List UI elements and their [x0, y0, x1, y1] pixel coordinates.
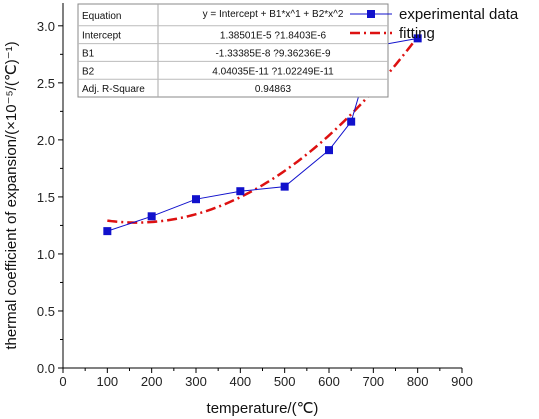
experimental-point [281, 183, 289, 191]
stats-table-key: Equation [82, 11, 121, 22]
legend-fit-label: fitting [399, 25, 435, 42]
experimental-point [325, 146, 333, 154]
y-tick-label: 0.5 [37, 304, 55, 319]
y-tick-label: 2.5 [37, 76, 55, 91]
experimental-point [347, 118, 355, 126]
x-tick-label: 800 [407, 374, 429, 389]
stats-table-key: B2 [82, 66, 95, 77]
experimental-point [148, 212, 156, 220]
y-axis-ticks: 0.0 0.5 1.0 1.5 2.0 2.5 3.0 [37, 19, 63, 376]
legend-exp-label: experimental data [399, 6, 519, 23]
stats-table-key: Intercept [82, 31, 121, 42]
stats-table-key: Adj. R-Square [82, 84, 145, 95]
y-tick-label: 0.0 [37, 361, 55, 376]
x-tick-label: 200 [141, 374, 163, 389]
stats-table: Equation y = Intercept + B1*x^1 + B2*x^2 I… [78, 4, 388, 97]
x-tick-label: 600 [318, 374, 340, 389]
y-tick-label: 2.0 [37, 133, 55, 148]
x-tick-label: 500 [274, 374, 296, 389]
x-tick-label: 0 [59, 374, 66, 389]
stats-table-key: B1 [82, 49, 95, 60]
x-tick-label: 300 [185, 374, 207, 389]
experimental-point [192, 195, 200, 203]
stats-table-value: 0.94863 [255, 84, 292, 95]
x-tick-label: 400 [229, 374, 251, 389]
experimental-point [236, 187, 244, 195]
y-tick-label: 1.0 [37, 247, 55, 262]
y-tick-label: 3.0 [37, 19, 55, 34]
y-tick-label: 1.5 [37, 190, 55, 205]
x-tick-label: 100 [96, 374, 118, 389]
stats-table-value: y = Intercept + B1*x^1 + B2*x^2 [203, 9, 344, 20]
experimental-point [103, 227, 111, 235]
x-tick-label: 700 [362, 374, 384, 389]
x-tick-label: 900 [451, 374, 473, 389]
stats-table-value: 4.04035E-11 ?1.02249E-11 [212, 66, 334, 77]
x-axis-label: temperature/(℃) [207, 400, 319, 417]
stats-table-value: 1.38501E-5 ?1.8403E-6 [220, 31, 327, 42]
stats-table-value: -1.33385E-8 ?9.36236E-9 [215, 49, 331, 60]
x-axis-ticks: 0 100 200 300 400 500 600 700 800 900 [59, 368, 472, 389]
y-axis-label: thermal coefficient of expansion/(×10⁻⁵/… [3, 41, 20, 349]
legend-exp-marker [367, 10, 375, 18]
